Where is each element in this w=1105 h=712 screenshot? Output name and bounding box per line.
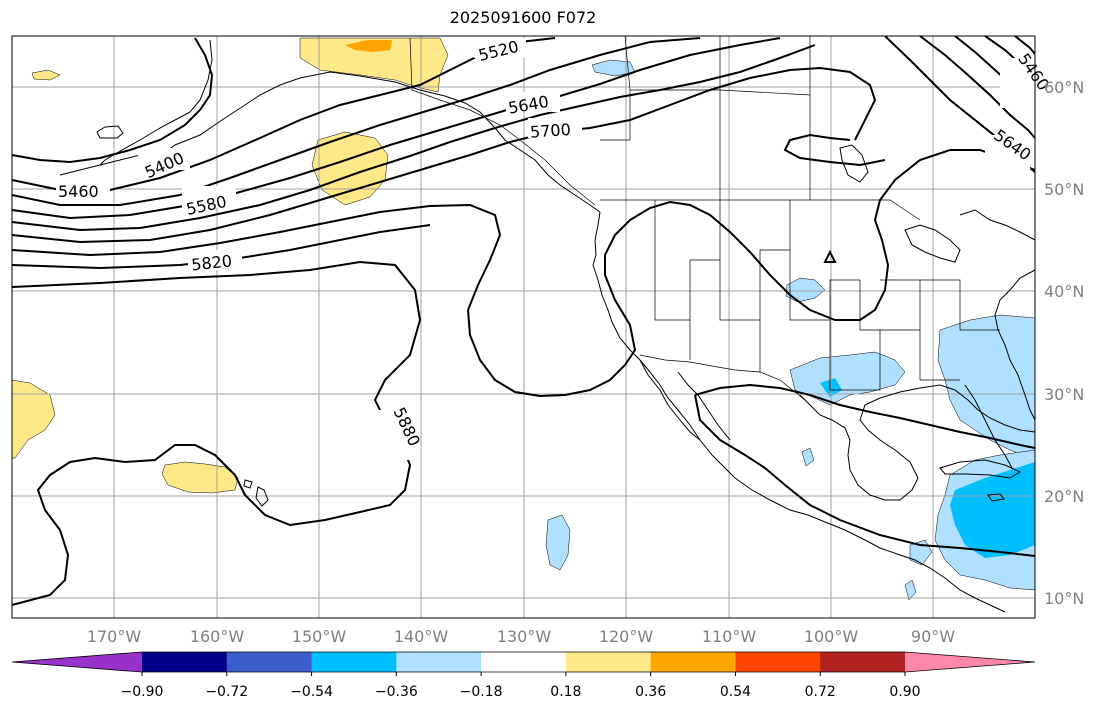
map-frame — [11, 35, 1036, 619]
lon-label-140w: 140°W — [394, 627, 449, 646]
colorbar-segment — [650, 652, 736, 672]
coastline-alaska — [154, 71, 601, 213]
lon-label-160w: 160°W — [190, 627, 245, 646]
positive-area-hawaii — [161, 461, 239, 494]
border-us-mexico — [639, 354, 806, 401]
colorbar-extend-high — [905, 652, 1035, 672]
border-states-7 — [829, 320, 881, 391]
negative-area-gulf-coast — [789, 351, 906, 406]
colorbar-segment — [481, 652, 567, 672]
negative-area-small — [801, 447, 815, 467]
contour-east-low — [783, 133, 886, 167]
island-bering — [96, 125, 124, 139]
colorbar-tick-label: 0.54 — [720, 684, 751, 700]
positive-area-core — [345, 40, 392, 52]
colorbar-segment — [820, 652, 906, 672]
lat-label-10: 10°N — [1044, 589, 1084, 608]
positive-area-gulf-alaska — [299, 37, 449, 93]
colorbar-extend-low — [12, 652, 142, 672]
lat-label-40: 40°N — [1044, 282, 1084, 301]
contour-label-5820: 5820 — [190, 251, 232, 274]
island-hawaii — [255, 486, 269, 507]
colorbar: −0.90 −0.72 −0.54 −0.36 −0.18 0.18 0.36 0.54 0.7… — [11, 651, 1036, 700]
lon-label-130w: 130°W — [497, 627, 552, 646]
colorbar-segment — [142, 652, 228, 672]
colorbar-segment — [565, 652, 652, 672]
lon-label-120w: 120°W — [599, 627, 654, 646]
contour-5700 — [11, 66, 877, 244]
coastline-maritimes — [959, 209, 1036, 241]
latitude-labels: 60°N 50°N 40°N 30°N 20°N 10°N — [1044, 78, 1084, 608]
colorbar-tick-label: −0.54 — [290, 684, 333, 700]
coastlines — [59, 39, 1036, 613]
lon-label-100w: 100°W — [804, 627, 859, 646]
negative-area-pacific-mexico — [545, 514, 571, 571]
border-states-1 — [654, 200, 691, 321]
borders — [409, 35, 1000, 401]
colorbar-tick-label: −0.36 — [375, 684, 418, 700]
map-title: 2025091600 F072 — [449, 8, 597, 27]
island-maui — [243, 479, 253, 489]
coastline-baja — [639, 359, 701, 441]
shaded-areas — [11, 37, 1036, 601]
coastline-baja-east — [677, 371, 731, 441]
colorbar-tick-label: 0.18 — [550, 684, 581, 700]
contour-labels: 5520 5640 5700 5400 5460 5580 5820 5880 … — [56, 37, 1053, 460]
coastline-florida — [964, 384, 1013, 469]
colorbar-segment — [311, 652, 397, 672]
positive-area-west — [11, 379, 56, 459]
coastline-west-us — [592, 211, 1006, 613]
contour-small-high — [823, 249, 837, 263]
island-jamaica — [987, 493, 1005, 502]
border-states-10 — [920, 279, 1000, 331]
border-alaska-canada — [409, 37, 596, 206]
lon-label-110w: 110°W — [702, 627, 757, 646]
lon-label-90w: 90°W — [911, 627, 955, 646]
lat-label-60: 60°N — [1044, 78, 1084, 97]
lat-label-20: 20°N — [1044, 487, 1084, 506]
colorbar-segment — [735, 652, 821, 672]
border-states-3 — [789, 250, 880, 331]
contour-5760 — [11, 149, 1036, 398]
lon-label-150w: 150°W — [292, 627, 347, 646]
colorbar-tick-label: 0.36 — [635, 684, 666, 700]
contour-5400-low — [11, 37, 214, 164]
coastline-gulf — [799, 384, 1036, 501]
border-states-8 — [880, 329, 960, 381]
island-cuba — [939, 459, 1022, 479]
contour-east-5 — [1014, 35, 1036, 55]
contour-5820 — [11, 224, 431, 270]
lat-label-30: 30°N — [1044, 385, 1084, 404]
colorbar-segment — [226, 652, 313, 672]
contour-5880-loop — [694, 394, 1036, 557]
contour-5880-east — [694, 383, 1036, 449]
contour-5640 — [11, 44, 816, 232]
negative-area-caribbean-core — [950, 462, 1035, 558]
negative-area-plains — [785, 277, 826, 303]
colorbar-segment — [396, 652, 482, 672]
colorbar-tick-label: 0.72 — [805, 684, 836, 700]
contour-5580 — [11, 37, 781, 220]
contour-east-2 — [919, 35, 1036, 139]
colorbar-tick-label: −0.90 — [121, 684, 164, 700]
lon-label-170w: 170°W — [87, 627, 142, 646]
colorbar-tick-label: −0.18 — [460, 684, 503, 700]
colorbar-tick-label: 0.90 — [889, 684, 920, 700]
border-provinces-4 — [600, 35, 631, 141]
lat-label-50: 50°N — [1044, 180, 1084, 199]
longitude-labels: 170°W 160°W 150°W 140°W 130°W 120°W 110°… — [87, 627, 955, 646]
contour-5520 — [11, 37, 701, 206]
border-canada-us — [600, 199, 921, 221]
negative-area-tiny — [904, 579, 917, 601]
colorbar-tick-label: −0.72 — [205, 684, 248, 700]
contour-5880 — [11, 260, 422, 606]
great-lakes — [904, 224, 961, 263]
contour-label-5700: 5700 — [529, 120, 571, 142]
positive-area-bering — [31, 69, 61, 81]
contour-label-5460: 5460 — [58, 182, 99, 201]
coastline-east — [994, 269, 1036, 421]
